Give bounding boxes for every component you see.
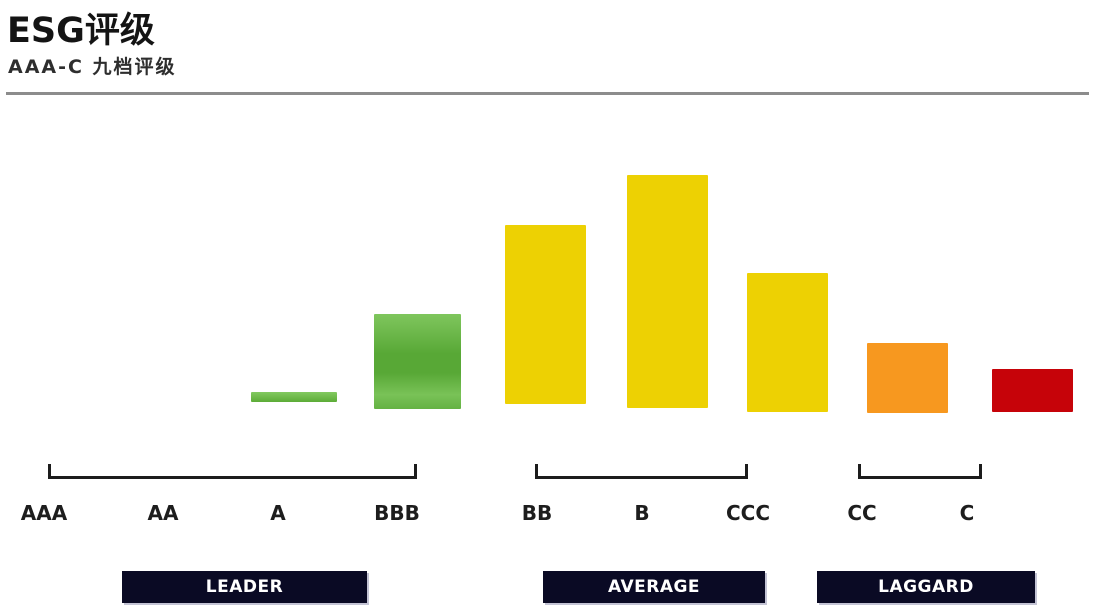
bar-cc [867, 343, 948, 413]
bar-a [251, 392, 337, 402]
page-title: ESG评级 [7, 11, 155, 51]
rating-label-b: B [634, 501, 650, 525]
bar-c [992, 369, 1073, 412]
bar-bb [505, 225, 586, 404]
rating-label-cc: CC [847, 501, 877, 525]
laggard-badge: LAGGARD [817, 571, 1035, 603]
bar-bbb [374, 314, 461, 409]
header-divider-line [6, 92, 1089, 95]
rating-label-c: C [959, 501, 975, 525]
bar-b [627, 175, 708, 408]
leader-badge: LEADER [122, 571, 367, 603]
rating-label-aa: AA [147, 501, 179, 525]
laggard-group-bracket [858, 464, 982, 479]
leader-group-bracket [48, 464, 417, 479]
rating-label-ccc: CCC [725, 501, 771, 525]
average-badge: AVERAGE [543, 571, 765, 603]
bar-ccc [747, 273, 828, 412]
rating-label-a: A [270, 501, 286, 525]
average-group-bracket [535, 464, 748, 479]
rating-label-bb: BB [521, 501, 553, 525]
rating-label-aaa: AAA [20, 501, 68, 525]
page-subtitle: AAA-C 九档评级 [8, 56, 177, 78]
rating-label-bbb: BBB [374, 501, 420, 525]
